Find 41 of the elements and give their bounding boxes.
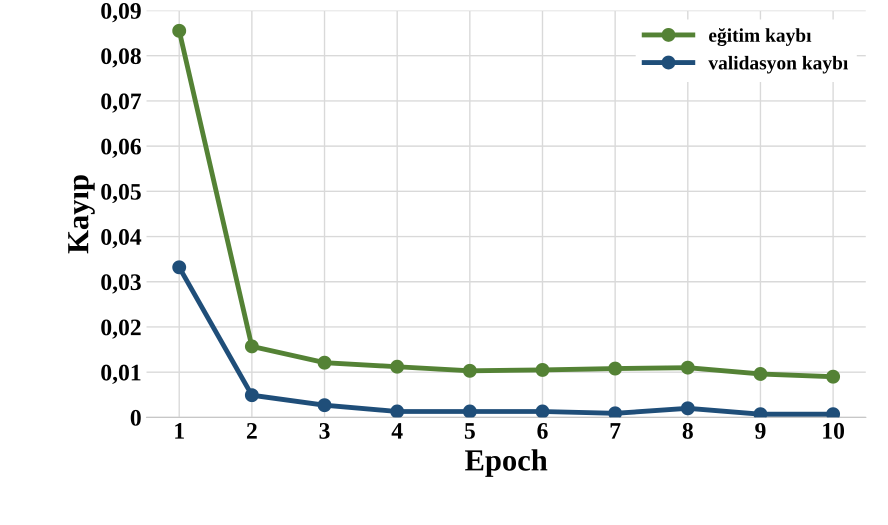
point [318,356,332,370]
legend-label: eğitim kaybı [709,28,812,46]
point [680,360,695,375]
x-tick-label: 6 [537,422,548,439]
point [244,388,259,402]
point [536,404,550,418]
y-tick-label: 0,03 [101,274,141,294]
point [608,362,622,376]
y-tick-label: 0,09 [101,2,141,22]
y-tick-label: 0,05 [101,184,141,204]
y-tick-label: 0,06 [101,138,141,158]
y-tick-label: 0,07 [101,93,142,113]
y-tick-label: 0,01 [101,364,140,384]
point [826,370,840,384]
x-tick-label: 2 [246,422,257,439]
y-tick-label: 0,04 [101,229,142,248]
point [172,260,186,274]
x-tick-label: 3 [320,422,330,439]
point [536,362,550,377]
x-tick-label: 5 [464,423,475,439]
y-tick-label: 0 [130,410,141,426]
x-tick-label: 9 [755,422,766,439]
x-tick-label: 4 [392,423,403,439]
y-tick-label: 0,02 [101,319,141,339]
point [462,404,477,418]
point [680,401,695,416]
legend-label: validasyon kaybı [708,56,848,74]
point [754,367,768,381]
point [172,24,186,38]
point [462,364,477,378]
x-tick-label: 7 [610,423,620,439]
point [390,360,404,374]
y-tick-label: 0,08 [101,48,141,68]
x-tick-label: 8 [682,422,693,439]
x-tick-label: 10 [823,422,844,439]
x-axis-title: Epoch [465,449,548,477]
y-axis-title: Kayıp [68,175,95,254]
point [318,398,332,412]
point [244,339,259,354]
point [390,404,404,418]
x-tick-label: 1 [175,423,184,439]
